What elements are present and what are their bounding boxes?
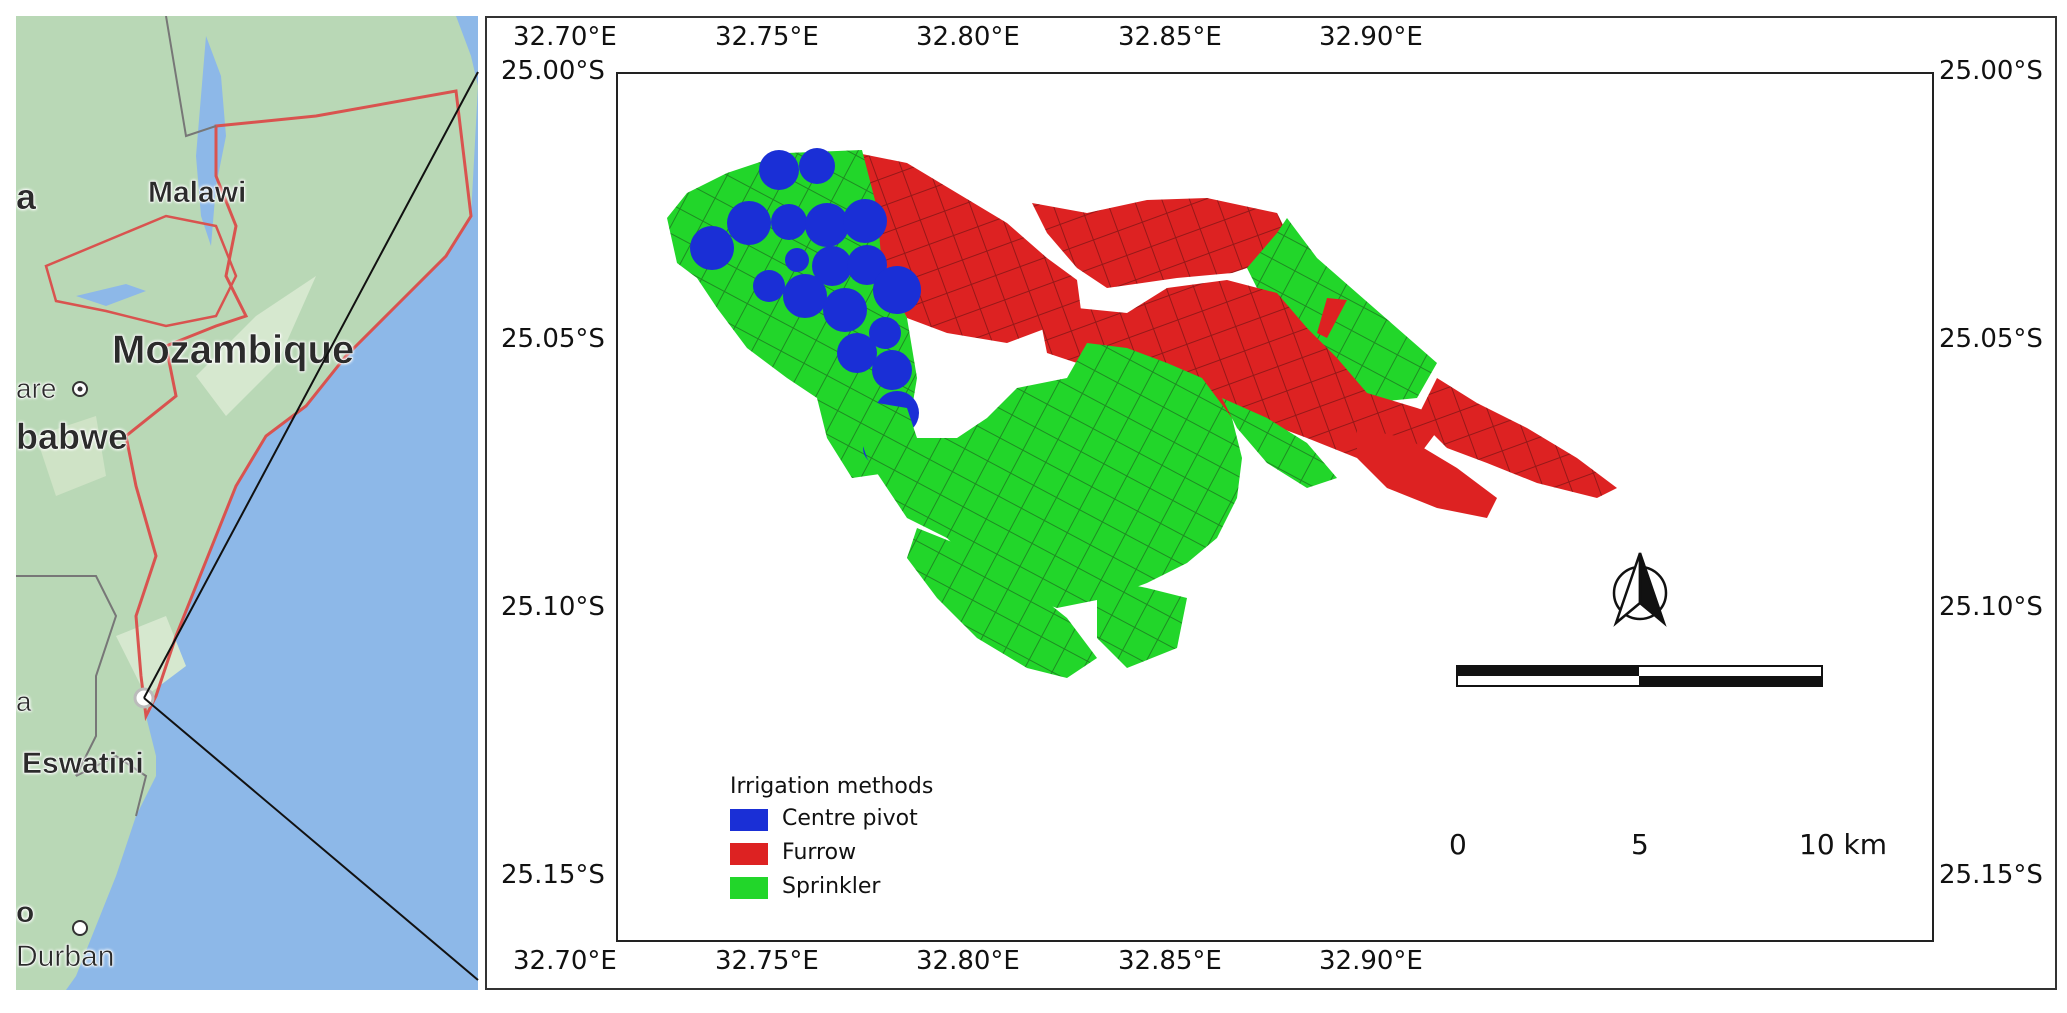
x-axis-top: 32.70°E 32.75°E 32.80°E 32.85°E 32.90°E [513, 22, 2067, 62]
label-edge-a-top: a [16, 176, 37, 218]
connector-line-top [143, 71, 479, 699]
x-tick-top-5: 32.90°E [1319, 22, 1423, 52]
land-patch [196, 276, 316, 416]
country-border [75, 754, 148, 817]
main-map-svg [616, 72, 1934, 942]
label-zimbabwe: babwe [16, 416, 129, 458]
sprinkler-fields-east-upper [1247, 218, 1437, 403]
scale-bar [1456, 665, 1823, 687]
main-map-panel: 32.70°E 32.75°E 32.80°E 32.85°E 32.90°E … [485, 16, 2057, 990]
country-border [165, 15, 217, 138]
y-tick-right-3: 25.10°S [1939, 592, 2043, 622]
legend-swatch-furrow [730, 843, 768, 865]
y-tick-right-2: 25.05°S [1939, 324, 2043, 354]
x-tick-bottom-3: 32.80°E [916, 946, 1020, 976]
country-border [16, 575, 118, 777]
inset-map: Malawi Mozambique are babwe Eswatini Dur… [16, 15, 478, 990]
x-tick-top-1: 32.70°E [513, 22, 617, 52]
y-tick-left-4: 25.15°S [501, 860, 605, 890]
legend-label-sprinkler: Sprinkler [782, 874, 881, 899]
y-tick-left-1: 25.00°S [501, 56, 605, 86]
label-harare: are [16, 373, 57, 405]
legend-swatch-sprinkler [730, 877, 768, 899]
y-tick-right-4: 25.15°S [1939, 860, 2043, 890]
malawi-border [44, 214, 238, 328]
x-axis-bottom: 32.70°E 32.75°E 32.80°E 32.85°E 32.90°E [513, 946, 2067, 986]
legend-title: Irrigation methods [730, 774, 934, 799]
sprinkler-fields-east-small [1222, 398, 1337, 488]
sprinkler-fields-central [857, 343, 1242, 678]
legend-swatch-centre-pivot [730, 809, 768, 831]
furrow-fields-east-middle [1032, 280, 1447, 458]
harare-marker-dot [77, 386, 83, 392]
durban-marker-icon [72, 920, 88, 936]
x-tick-bottom-4: 32.85°E [1118, 946, 1222, 976]
x-tick-top-2: 32.75°E [715, 22, 819, 52]
land-patch [36, 416, 106, 496]
legend-label-furrow: Furrow [782, 840, 857, 865]
land-patch [116, 616, 186, 696]
mozambique-border [124, 89, 473, 722]
furrow-fields-east-upper [1032, 198, 1287, 288]
lake-kariba [76, 284, 146, 306]
scale-label-10km: 10 km [1799, 828, 1888, 861]
scale-label-0: 0 [1449, 828, 1467, 861]
label-eswatini: Eswatini [22, 747, 144, 781]
scale-label-5: 5 [1631, 828, 1649, 861]
connector-line-bottom [143, 697, 479, 981]
x-tick-bottom-5: 32.90°E [1319, 946, 1423, 976]
land [16, 16, 478, 990]
north-arrow-icon [1612, 552, 1668, 627]
x-tick-bottom-1: 32.70°E [513, 946, 617, 976]
y-tick-left-2: 25.05°S [501, 324, 605, 354]
x-tick-top-4: 32.85°E [1118, 22, 1222, 52]
label-mozambique: Mozambique [112, 328, 355, 373]
x-tick-top-3: 32.80°E [916, 22, 1020, 52]
furrow-fields-far-east [1317, 298, 1617, 518]
x-tick-bottom-2: 32.75°E [715, 946, 819, 976]
lake-malawi [196, 36, 226, 246]
y-tick-left-3: 25.10°S [501, 592, 605, 622]
inset-map-svg [16, 15, 478, 990]
label-malawi: Malawi [148, 176, 247, 210]
label-edge-o: o [16, 896, 35, 930]
label-edge-a-bottom: a [16, 686, 32, 718]
legend-label-centre-pivot: Centre pivot [782, 806, 918, 831]
label-durban: Durban [16, 940, 115, 974]
y-tick-right-1: 25.00°S [1939, 56, 2043, 86]
